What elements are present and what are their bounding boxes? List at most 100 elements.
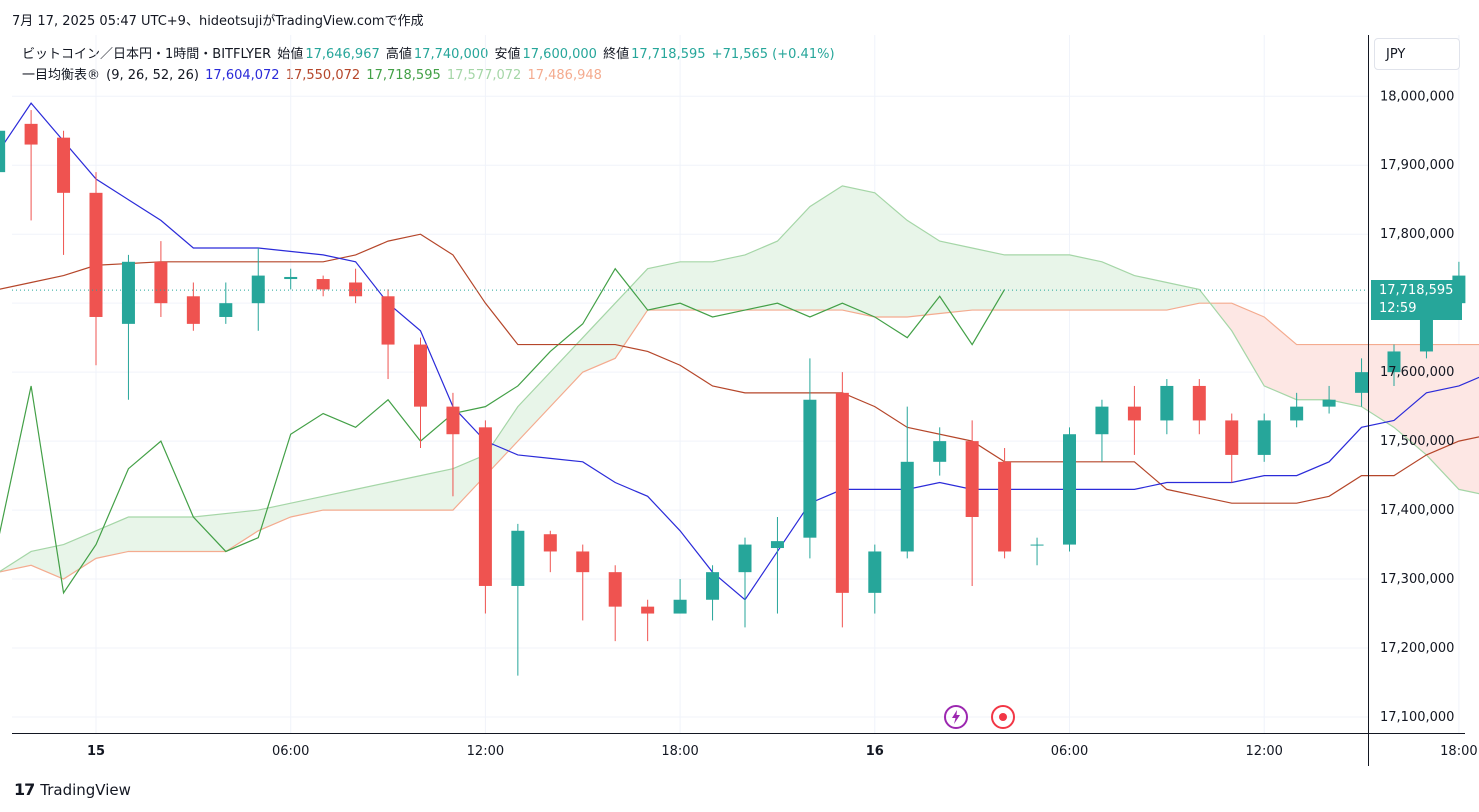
candle-body: [381, 296, 395, 345]
time-tick-label: 12:00: [467, 744, 504, 759]
candlesticks: [0, 110, 1466, 676]
candle-body: [1355, 372, 1369, 393]
time-tick-label: 06:00: [1051, 744, 1088, 759]
ichimoku-cloud: [0, 185, 1479, 580]
time-tick-label: 15: [87, 744, 105, 759]
candle-body: [706, 572, 720, 600]
candle-body: [641, 606, 655, 614]
candle-body: [478, 427, 492, 586]
candle-body: [835, 392, 849, 593]
price-tick-label: 17,900,000: [1380, 158, 1454, 173]
grid-lines: [12, 35, 1460, 733]
symbol-label: ビットコイン／日本円・1時間・BITFLYER: [22, 47, 272, 62]
candle-body: [1225, 420, 1239, 455]
price-tick-label: 17,600,000: [1380, 365, 1454, 380]
flash-glyph: [952, 710, 960, 724]
close-label: 終値: [603, 47, 630, 62]
tradingview-logo[interactable]: 17 TradingView: [14, 780, 131, 799]
price-tick-label: 17,400,000: [1380, 503, 1454, 518]
candle-body: [933, 441, 947, 462]
price-tick-label: 17,800,000: [1380, 227, 1454, 242]
price-tick-label: 17,300,000: [1380, 572, 1454, 587]
ohlc-row: ビットコイン／日本円・1時間・BITFLYER 始値 17,646,967 高値 1…: [22, 44, 837, 65]
indicator-params: (9, 26, 52, 26): [106, 68, 199, 83]
time-axis-labels: 1506:0012:0018:001606:0012:0018:001706:0…: [87, 744, 1478, 759]
record-icon[interactable]: [991, 705, 1015, 729]
candle-body: [251, 275, 265, 304]
candle-body: [284, 276, 298, 280]
candle-body: [1063, 434, 1076, 545]
candle-body: [673, 599, 687, 614]
candle-body: [900, 461, 914, 552]
time-tick-label: 06:00: [272, 744, 309, 759]
candle-body: [1192, 385, 1206, 421]
candle-body: [446, 406, 460, 435]
candle-body: [1290, 406, 1304, 421]
candle-body: [1387, 351, 1401, 373]
candle-body: [219, 303, 233, 317]
last-price-tag: 17,718,595 12:59: [1371, 280, 1462, 320]
open-value: 17,646,967: [305, 47, 380, 62]
candle-body: [154, 261, 168, 304]
senkou-span-b-line: [0, 302, 1479, 580]
tenkan-value: 17,604,072: [205, 68, 280, 83]
cloud-bull-segment: [0, 185, 1216, 580]
high-label: 高値: [385, 47, 412, 62]
time-tick-label: 12:00: [1245, 744, 1282, 759]
candle-body: [511, 530, 525, 586]
candle-body: [1095, 406, 1109, 435]
candle-body: [803, 399, 817, 538]
share-caption: 7月 17, 2025 05:47 UTC+9、hideotsujiがTradi…: [12, 14, 424, 29]
span-b-value: 17,486,948: [527, 68, 602, 83]
candle-body: [1127, 406, 1141, 421]
kijun-sen-line: [0, 233, 1479, 504]
tenkan-sen-line: [0, 102, 1479, 601]
low-label: 安値: [494, 47, 521, 62]
flash-icon[interactable]: [944, 705, 968, 729]
candle-body: [57, 137, 71, 193]
candle-body: [965, 441, 979, 517]
time-tick-label: 16: [866, 744, 884, 759]
time-tick-label: 18:00: [1440, 744, 1477, 759]
price-tick-label: 18,000,000: [1380, 89, 1454, 104]
span-a-value: 17,577,072: [446, 68, 522, 83]
candle-body: [998, 461, 1012, 552]
ichimoku-row: 一目均衡表® (9, 26, 52, 26) 17,604,072 17,550…: [22, 65, 837, 86]
candle-body: [738, 544, 752, 573]
candle-body: [89, 192, 103, 317]
candle-body: [868, 551, 882, 593]
currency-button[interactable]: JPY: [1374, 38, 1460, 70]
time-tick-label: 18:00: [661, 744, 698, 759]
tradingview-mark-icon: 17: [14, 780, 35, 799]
candle-body: [1322, 399, 1336, 407]
brand-name: TradingView: [40, 780, 131, 799]
candle-body: [770, 541, 784, 549]
candle-body: [121, 261, 135, 324]
change-value: +71,565 (+0.41%): [711, 47, 835, 62]
candle-body: [1257, 420, 1271, 455]
price-tick-label: 17,500,000: [1380, 434, 1454, 449]
candle-body: [186, 296, 200, 324]
close-value: 17,718,595: [631, 47, 706, 62]
kijun-value: 17,550,072: [285, 68, 361, 83]
chikou-span-line: [0, 267, 1006, 595]
low-value: 17,600,000: [522, 47, 597, 62]
indicator-name: 一目均衡表®: [22, 68, 101, 83]
high-value: 17,740,000: [413, 47, 489, 62]
candle-body: [0, 130, 6, 173]
candle-body: [1030, 544, 1044, 546]
record-dot: [999, 713, 1007, 721]
candle-body: [316, 279, 330, 290]
candle-body: [349, 282, 363, 297]
chart-legend: ビットコイン／日本円・1時間・BITFLYER 始値 17,646,967 高値 1…: [22, 44, 837, 86]
last-price-value: 17,718,595: [1379, 283, 1454, 298]
price-tick-label: 17,100,000: [1380, 710, 1454, 725]
candle-body: [1160, 385, 1174, 421]
candle-body: [576, 551, 590, 573]
candle-body: [414, 344, 427, 407]
cloud-bear-segment: [1215, 303, 1479, 494]
bar-countdown: 12:59: [1379, 301, 1417, 316]
price-tick-label: 17,200,000: [1380, 641, 1454, 656]
candle-body: [24, 123, 38, 145]
